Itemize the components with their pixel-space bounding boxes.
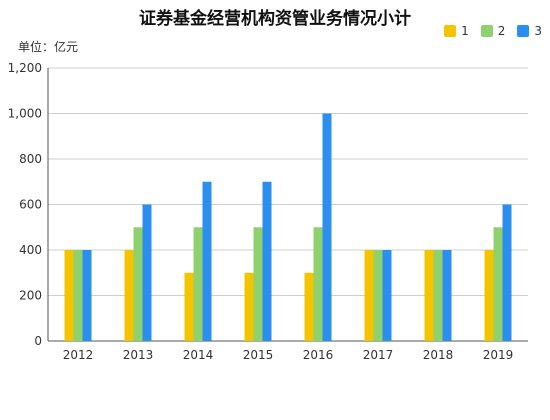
legend-swatch-3 xyxy=(517,25,530,37)
legend-label-1: 1 xyxy=(461,24,469,38)
x-tick-label: 2017 xyxy=(363,348,394,362)
y-tick-label: 200 xyxy=(19,289,42,303)
legend: 1 2 3 xyxy=(444,24,542,38)
x-tick-label: 2013 xyxy=(123,348,154,362)
bar-2-2018 xyxy=(433,250,443,341)
bar-3-2019 xyxy=(502,204,512,341)
legend-label-3: 3 xyxy=(534,24,542,38)
bar-1-2013 xyxy=(124,250,134,341)
legend-item-1[interactable]: 1 xyxy=(444,24,469,38)
bar-3-2015 xyxy=(262,181,272,341)
y-tick-label: 800 xyxy=(19,152,42,166)
bar-2-2014 xyxy=(193,227,203,341)
y-tick-label: 600 xyxy=(19,198,42,212)
bar-1-2014 xyxy=(184,272,194,341)
bar-3-2018 xyxy=(442,250,452,341)
bar-3-2013 xyxy=(142,204,152,341)
bar-3-2017 xyxy=(382,250,392,341)
bar-1-2015 xyxy=(244,272,254,341)
legend-swatch-1 xyxy=(444,25,457,37)
legend-label-2: 2 xyxy=(497,24,506,38)
x-tick-label: 2018 xyxy=(423,348,454,362)
x-tick-label: 2015 xyxy=(243,348,274,362)
legend-item-3[interactable]: 3 xyxy=(517,24,542,38)
y-tick-label: 400 xyxy=(19,243,42,257)
bar-1-2012 xyxy=(64,250,74,341)
bar-1-2019 xyxy=(484,250,494,341)
bar-2-2016 xyxy=(313,227,323,341)
bar-1-2016 xyxy=(304,272,314,341)
y-tick-label: 1,200 xyxy=(8,61,42,75)
x-tick-label: 2019 xyxy=(483,348,514,362)
bar-3-2012 xyxy=(82,250,92,341)
bar-2-2017 xyxy=(373,250,383,341)
y-tick-label: 0 xyxy=(34,334,42,348)
unit-label: 单位：亿元 xyxy=(18,40,79,54)
legend-swatch-2 xyxy=(480,25,493,37)
bar-3-2016 xyxy=(322,113,332,341)
bar-3-2014 xyxy=(202,181,212,341)
x-tick-label: 2014 xyxy=(183,348,214,362)
bar-2-2015 xyxy=(253,227,263,341)
x-tick-label: 2012 xyxy=(63,348,94,362)
legend-item-2[interactable]: 2 xyxy=(480,24,506,38)
bar-2-2013 xyxy=(133,227,143,341)
bar-1-2017 xyxy=(364,250,374,341)
chart-title: 证券基金经营机构资管业务情况小计 xyxy=(139,9,411,29)
bar-2-2019 xyxy=(493,227,503,341)
bar-2-2012 xyxy=(73,250,83,341)
y-tick-label: 1,000 xyxy=(8,107,42,121)
x-tick-label: 2016 xyxy=(303,348,334,362)
bar-1-2018 xyxy=(424,250,434,341)
